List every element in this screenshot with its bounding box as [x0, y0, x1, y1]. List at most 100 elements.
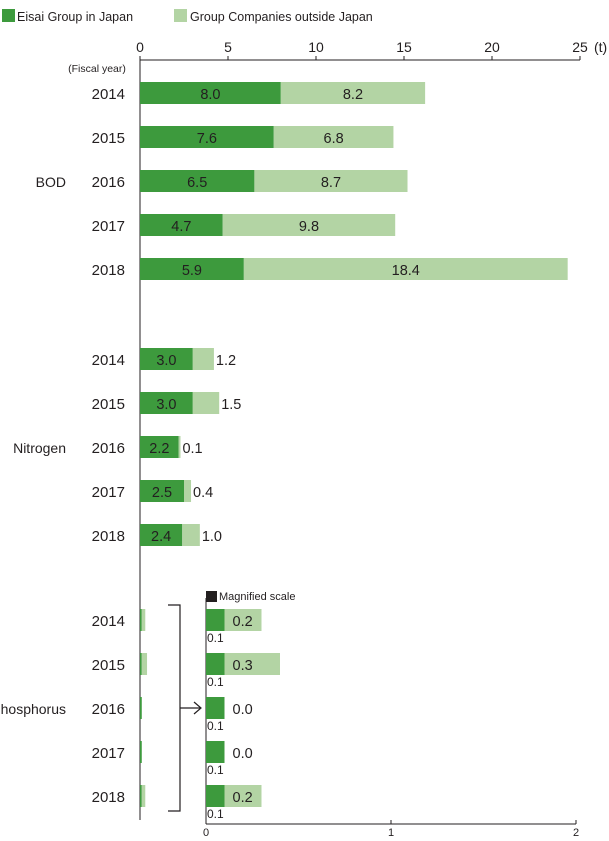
unit-label: (t) — [594, 39, 607, 55]
bar-japan — [140, 214, 223, 236]
magnified-label-outside: 0.3 — [233, 658, 253, 674]
data-label-japan: 7.6 — [197, 131, 217, 147]
year-label: 2015 — [92, 657, 125, 674]
bar-outside — [280, 82, 426, 104]
magnified-bar-outside — [224, 609, 262, 631]
magnified-label-japan: 0.1 — [207, 807, 224, 821]
bar-japan — [140, 392, 193, 414]
bar-outside — [182, 524, 200, 546]
group-label: Nitrogen — [13, 440, 66, 456]
bar-outside — [222, 214, 396, 236]
magnified-label-outside: 0.2 — [233, 614, 253, 630]
bar-outside — [243, 258, 568, 280]
data-label-outside: 6.8 — [324, 131, 344, 147]
x-tick-label: 0 — [136, 39, 144, 55]
bar-japan — [140, 258, 244, 280]
magnified-tick-label: 1 — [388, 827, 394, 839]
magnified-label-japan: 0.1 — [207, 763, 224, 777]
magnified-bar-japan — [206, 741, 225, 763]
data-label-japan: 2.2 — [149, 441, 169, 457]
data-label-outside: 1.0 — [202, 529, 222, 545]
magnified-label-outside: 0.2 — [233, 790, 253, 806]
bar-outside — [273, 126, 394, 148]
year-label: 2018 — [92, 262, 125, 279]
data-label-japan: 3.0 — [156, 353, 176, 369]
year-label: 2018 — [92, 789, 125, 806]
data-label-japan: 5.9 — [182, 263, 202, 279]
x-tick-label: 5 — [224, 39, 232, 55]
bar-japan — [140, 348, 193, 370]
bar-outside — [141, 609, 146, 631]
magnified-tick-label: 2 — [573, 827, 579, 839]
bar-japan — [140, 126, 274, 148]
data-label-outside: 8.2 — [343, 87, 363, 103]
year-label: 2014 — [92, 86, 125, 103]
magnified-bar-outside — [224, 653, 280, 675]
group-label: Phosphorus — [0, 701, 66, 717]
magnified-label-japan: 0.1 — [207, 631, 224, 645]
magnify-arrowhead — [193, 701, 202, 715]
year-label: 2015 — [92, 396, 125, 413]
year-label: 2017 — [92, 218, 125, 235]
bracket — [168, 604, 181, 812]
legend-label-japan: Eisai Group in Japan — [17, 10, 133, 24]
data-label-outside: 1.5 — [221, 397, 241, 413]
year-label: 2017 — [92, 484, 125, 501]
bar-outside — [192, 392, 220, 414]
data-label-japan: 2.5 — [152, 485, 172, 501]
year-label: 2017 — [92, 745, 125, 762]
magnified-bar-japan — [206, 697, 225, 719]
bar-japan — [140, 480, 184, 502]
year-label: 2014 — [92, 352, 125, 369]
bar-japan — [140, 697, 142, 719]
bar-japan — [140, 524, 183, 546]
magnified-label-outside: 0.0 — [233, 746, 253, 762]
x-tick-label: 25 — [572, 39, 588, 55]
bar-outside — [254, 170, 408, 192]
bar-japan — [140, 741, 142, 763]
data-label-japan: 4.7 — [171, 219, 191, 235]
bar-outside — [184, 480, 192, 502]
magnified-scale-label: Magnified scale — [219, 591, 295, 603]
magnified-label-japan: 0.1 — [207, 719, 224, 733]
data-label-outside: 0.1 — [182, 441, 202, 457]
magnified-bar-outside — [224, 785, 262, 807]
data-label-japan: 8.0 — [200, 87, 220, 103]
data-label-outside: 1.2 — [216, 353, 236, 369]
bar-outside — [141, 653, 148, 675]
magnified-bar-japan — [206, 609, 225, 631]
magnified-tick-label: 0 — [203, 827, 209, 839]
data-label-outside: 8.7 — [321, 175, 341, 191]
year-label: 2016 — [92, 701, 125, 718]
year-label: 2016 — [92, 174, 125, 191]
data-label-outside: 18.4 — [392, 263, 420, 279]
data-label-japan: 2.4 — [151, 529, 171, 545]
legend-label-outside: Group Companies outside Japan — [190, 10, 373, 24]
magnified-label-outside: 0.0 — [233, 702, 253, 718]
legend-swatch-japan — [2, 9, 15, 22]
fiscal-year-header: (Fiscal year) — [68, 63, 126, 75]
data-label-japan: 6.5 — [187, 175, 207, 191]
magnified-label-japan: 0.1 — [207, 675, 224, 689]
year-label: 2016 — [92, 440, 125, 457]
bar-japan — [140, 785, 142, 807]
group-label: BOD — [36, 174, 66, 190]
x-tick-label: 20 — [484, 39, 500, 55]
data-label-japan: 3.0 — [156, 397, 176, 413]
magnified-scale-marker — [206, 591, 217, 602]
magnified-bar-japan — [206, 653, 225, 675]
year-label: 2014 — [92, 613, 125, 630]
year-label: 2015 — [92, 130, 125, 147]
magnified-bar-japan — [206, 785, 225, 807]
data-label-outside: 9.8 — [299, 219, 319, 235]
year-label: 2018 — [92, 528, 125, 545]
bar-outside — [178, 436, 181, 458]
data-label-outside: 0.4 — [193, 485, 213, 501]
bar-japan — [140, 82, 281, 104]
legend-swatch-outside — [174, 9, 187, 22]
bar-outside — [192, 348, 214, 370]
bar-japan — [140, 653, 142, 675]
bar-japan — [140, 609, 142, 631]
x-tick-label: 15 — [396, 39, 412, 55]
